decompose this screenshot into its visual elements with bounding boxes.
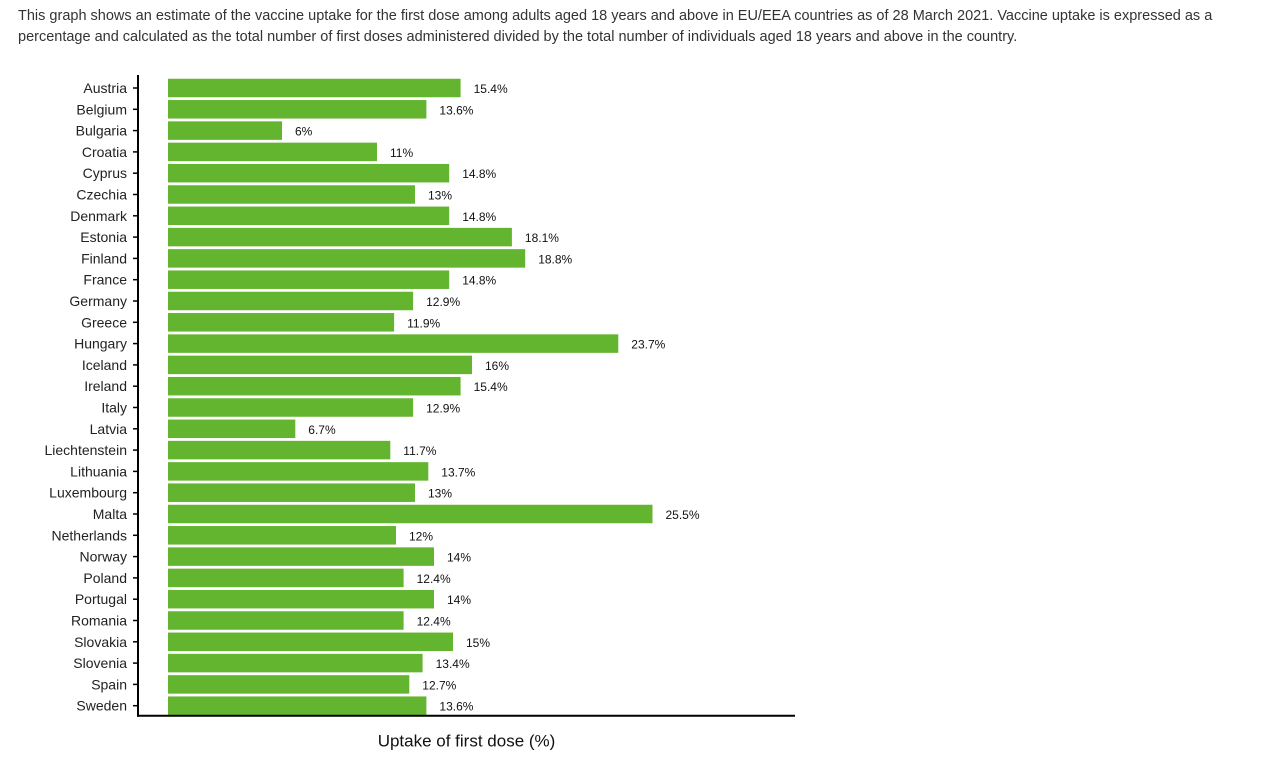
value-label: 23.7% (631, 338, 665, 352)
bar-ireland (168, 376, 461, 396)
value-label: 14.8% (462, 274, 496, 288)
category-label: Iceland (82, 357, 127, 373)
category-label: Netherlands (52, 527, 128, 543)
value-label: 15% (466, 636, 490, 650)
category-label: Finland (81, 250, 127, 266)
category-label: Estonia (80, 229, 127, 245)
bar-finland (168, 249, 526, 268)
category-label: Spain (91, 676, 127, 692)
bar-portugal (168, 589, 434, 609)
value-label: 11% (390, 146, 413, 160)
category-label: Norway (80, 549, 127, 565)
category-label: Romania (71, 613, 127, 629)
category-label: Greece (81, 314, 127, 330)
value-label: 25.5% (666, 508, 700, 522)
value-labels-group: 15.4%13.6%6%11%14.8%13%14.8%18.1%18.8%14… (295, 82, 700, 714)
bar-luxembourg (168, 483, 415, 502)
category-label: Belgium (76, 101, 127, 117)
value-label: 12.9% (426, 295, 460, 309)
category-label: Denmark (70, 208, 128, 224)
category-label: Austria (83, 80, 127, 96)
value-label: 14.8% (462, 210, 496, 224)
bar-spain (168, 675, 410, 694)
bar-greece (168, 313, 395, 332)
bar-belgium (168, 100, 427, 119)
bar-poland (168, 568, 404, 588)
bar-france (168, 270, 450, 289)
bar-estonia (168, 227, 512, 247)
bars-group (168, 78, 653, 715)
category-label: Germany (69, 293, 127, 309)
value-label: 14.8% (462, 167, 496, 181)
category-label: Italy (101, 400, 127, 416)
bar-lithuania (168, 462, 429, 481)
bar-slovenia (168, 653, 423, 673)
category-label: Poland (83, 570, 127, 586)
bar-hungary (168, 334, 619, 353)
value-label: 12.9% (426, 402, 460, 416)
category-label: Malta (93, 506, 127, 522)
category-label: Sweden (76, 698, 127, 714)
bar-italy (168, 398, 414, 417)
x-axis-title: Uptake of first dose (%) (378, 732, 556, 751)
category-label: Latvia (90, 421, 128, 437)
bar-germany (168, 291, 414, 311)
value-label: 14% (447, 551, 471, 565)
bar-netherlands (168, 526, 396, 545)
value-label: 13% (428, 487, 452, 501)
value-label: 6% (295, 125, 313, 139)
value-label: 14% (447, 593, 471, 607)
value-label: 15.4% (474, 82, 508, 96)
bar-bulgaria (168, 121, 282, 140)
value-label: 11.7% (403, 444, 436, 458)
category-label: Lithuania (70, 463, 127, 479)
category-label: Czechia (76, 187, 127, 203)
value-label: 13.4% (436, 657, 470, 671)
bar-latvia (168, 419, 296, 439)
category-label: Bulgaria (76, 123, 128, 139)
bar-slovakia (168, 632, 453, 652)
category-label: Slovenia (73, 655, 127, 671)
category-label: Luxembourg (49, 485, 127, 501)
category-label: Cyprus (83, 165, 127, 181)
category-labels-group: Austria Belgium Bulgaria Croatia Cyprus Czech… (44, 80, 128, 714)
category-label: Croatia (82, 144, 127, 160)
category-label: France (83, 272, 127, 288)
value-label: 6.7% (308, 423, 336, 437)
value-label: 12.7% (422, 678, 456, 692)
value-label: 13.6% (439, 700, 473, 714)
bar-sweden (168, 696, 427, 715)
bar-norway (168, 547, 434, 566)
value-label: 16% (485, 359, 509, 373)
bar-iceland (168, 355, 472, 375)
bar-austria (168, 78, 461, 98)
value-label: 13.7% (441, 465, 475, 479)
bar-malta (168, 504, 653, 524)
category-label: Hungary (74, 336, 127, 352)
value-label: 15.4% (474, 380, 508, 394)
bar-liechtenstein (168, 440, 391, 460)
bar-denmark (168, 206, 450, 226)
value-label: 13% (428, 189, 452, 203)
category-label: Liechtenstein (44, 442, 127, 458)
bar-czechia (168, 185, 415, 204)
value-label: 11.9% (407, 316, 440, 330)
value-label: 12.4% (417, 615, 451, 629)
category-label: Slovakia (74, 634, 127, 650)
bar-cyprus (168, 163, 450, 183)
chart-description: This graph shows an estimate of the vacc… (18, 8, 1213, 45)
value-label: 13.6% (439, 103, 473, 117)
bar-romania (168, 611, 404, 630)
value-label: 18.8% (538, 252, 572, 266)
category-label: Ireland (84, 378, 127, 394)
value-label: 18.1% (525, 231, 559, 245)
value-label: 12.4% (417, 572, 451, 586)
category-label: Portugal (75, 591, 127, 607)
value-label: 12% (409, 529, 433, 543)
bar-croatia (168, 142, 377, 162)
